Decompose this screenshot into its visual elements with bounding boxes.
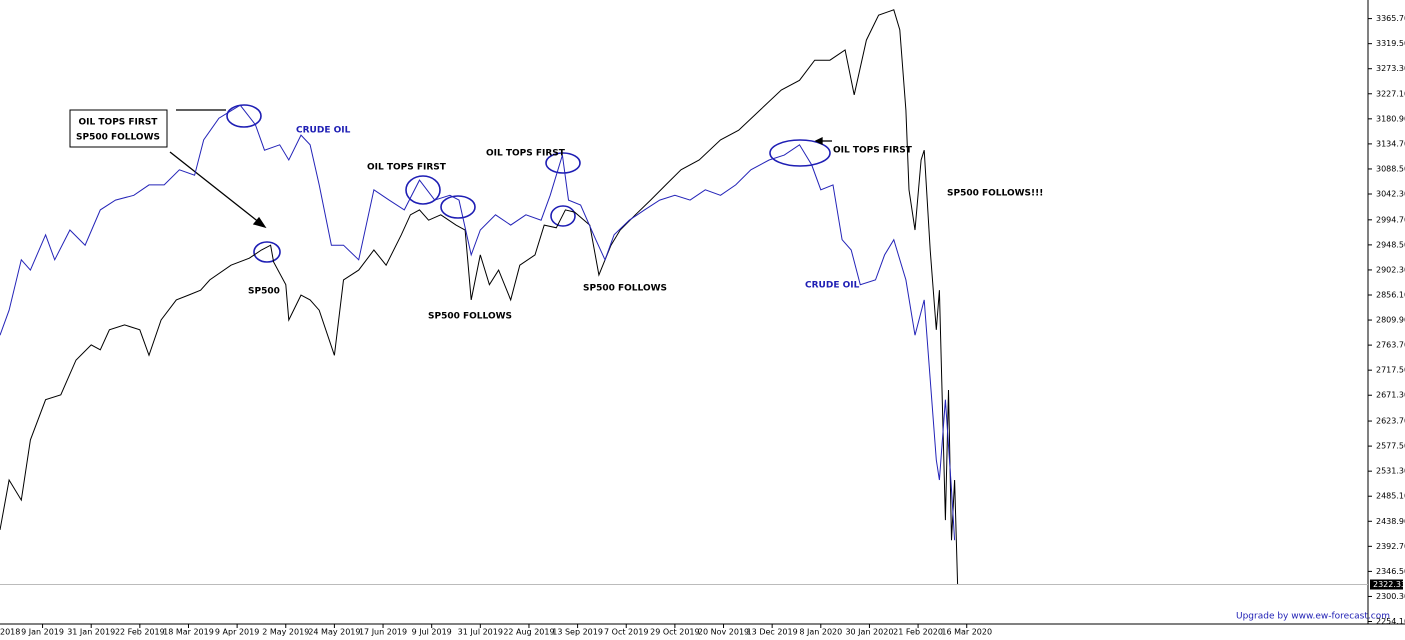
y-tick-label: 3180.90 bbox=[1376, 114, 1405, 123]
y-tick-label: 2438.90 bbox=[1376, 517, 1405, 526]
y-tick-label: 3042.30 bbox=[1376, 190, 1405, 199]
circles bbox=[226, 104, 831, 263]
annotation: CRUDE OIL bbox=[805, 281, 860, 291]
x-tick-label: 20 Nov 2019 bbox=[698, 628, 749, 637]
x-tick-label: 9 Jan 2019 bbox=[21, 628, 64, 637]
circle bbox=[253, 241, 281, 263]
x-tick-label: 13 Sep 2019 bbox=[552, 628, 603, 637]
annotation: SP500 FOLLOWS!!! bbox=[947, 189, 1043, 199]
circle bbox=[769, 139, 831, 167]
y-tick-label: 3088.50 bbox=[1376, 164, 1405, 173]
y-tick-label: 3227.10 bbox=[1376, 89, 1405, 98]
y-tick-label: 3365.70 bbox=[1376, 14, 1405, 23]
circle bbox=[550, 205, 576, 227]
annotation: OIL TOPS FIRST bbox=[367, 163, 447, 173]
y-tick-label: 2994.70 bbox=[1376, 215, 1405, 224]
y-tick-label: 2577.50 bbox=[1376, 442, 1405, 451]
x-tick-label: 17 Jun 2019 bbox=[359, 628, 407, 637]
y-tick-label: 3273.30 bbox=[1376, 64, 1405, 73]
x-tick-label: 24 May 2019 bbox=[308, 628, 360, 637]
arrows bbox=[169, 109, 832, 229]
x-tick-label: 13 Dec 2019 bbox=[747, 628, 798, 637]
price-line bbox=[0, 9, 959, 585]
y-tick-label: 2948.50 bbox=[1376, 240, 1405, 249]
y-tick-label: 2671.30 bbox=[1376, 391, 1405, 400]
annotation: SP500 FOLLOWS bbox=[76, 133, 160, 143]
y-tick-label: 3319.50 bbox=[1376, 39, 1405, 48]
x-tick-label: 31 Jul 2019 bbox=[458, 628, 503, 637]
y-tick-label: 2763.70 bbox=[1376, 341, 1405, 350]
circle bbox=[545, 152, 581, 174]
x-tick-label: 9 Apr 2019 bbox=[215, 628, 259, 637]
y-tick-label: 2392.70 bbox=[1376, 542, 1405, 551]
x-tick-label: 9 Jul 2019 bbox=[412, 628, 452, 637]
x-tick-label: 16 Mar 2020 bbox=[941, 628, 992, 637]
arrow-head bbox=[814, 136, 823, 146]
x-tick-label: 2018 bbox=[0, 628, 20, 637]
y-tick-label: 2717.50 bbox=[1376, 366, 1405, 375]
y-tick-label: 2809.90 bbox=[1376, 316, 1405, 325]
annotation: CRUDE OIL bbox=[296, 126, 351, 136]
annotation: OIL TOPS FIRST bbox=[486, 149, 566, 159]
annotation: SP500 bbox=[248, 287, 280, 297]
y-tick-label: 2300.30 bbox=[1376, 592, 1405, 601]
x-tick-label: 18 Mar 2019 bbox=[163, 628, 214, 637]
y-tick-label: 2485.10 bbox=[1376, 492, 1405, 501]
annotation: OIL TOPS FIRST bbox=[79, 118, 159, 128]
x-tick-label: 29 Oct 2019 bbox=[650, 628, 699, 637]
annotation: SP500 FOLLOWS bbox=[428, 312, 512, 322]
x-tick-label: 8 Jan 2020 bbox=[799, 628, 842, 637]
annotation: SP500 FOLLOWS bbox=[583, 284, 667, 294]
last-price-label: 2322.33 bbox=[1373, 580, 1405, 589]
y-tick-label: 2346.50 bbox=[1376, 567, 1405, 576]
x-tick-label: 2 May 2019 bbox=[262, 628, 309, 637]
x-tick-label: 22 Aug 2019 bbox=[503, 628, 554, 637]
y-tick-label: 2623.70 bbox=[1376, 417, 1405, 426]
y-tick-label: 3134.70 bbox=[1376, 139, 1405, 148]
x-tick-label: 7 Oct 2019 bbox=[604, 628, 648, 637]
circle bbox=[440, 195, 476, 219]
arrow-head bbox=[252, 216, 267, 229]
x-tick-label: 30 Jan 2020 bbox=[845, 628, 893, 637]
last-price-box bbox=[1370, 579, 1403, 590]
circle bbox=[226, 104, 262, 128]
footer: Upgrade by www.ew-forecast.com bbox=[1236, 612, 1390, 622]
y-tick-label: 2902.30 bbox=[1376, 265, 1405, 274]
x-tick-label: 31 Jan 2019 bbox=[67, 628, 115, 637]
circle bbox=[405, 175, 441, 205]
price-line bbox=[0, 104, 956, 541]
y-tick-label: 2531.30 bbox=[1376, 467, 1405, 476]
y-tick-label: 2856.10 bbox=[1376, 290, 1405, 299]
x-tick-label: 22 Feb 2019 bbox=[115, 628, 165, 637]
annotation: OIL TOPS FIRST bbox=[833, 146, 913, 156]
arrow bbox=[169, 151, 261, 224]
y-tick-label: 2254.10 bbox=[1376, 617, 1405, 626]
x-tick-label: 21 Feb 2020 bbox=[893, 628, 943, 637]
annotation-box bbox=[69, 109, 168, 148]
